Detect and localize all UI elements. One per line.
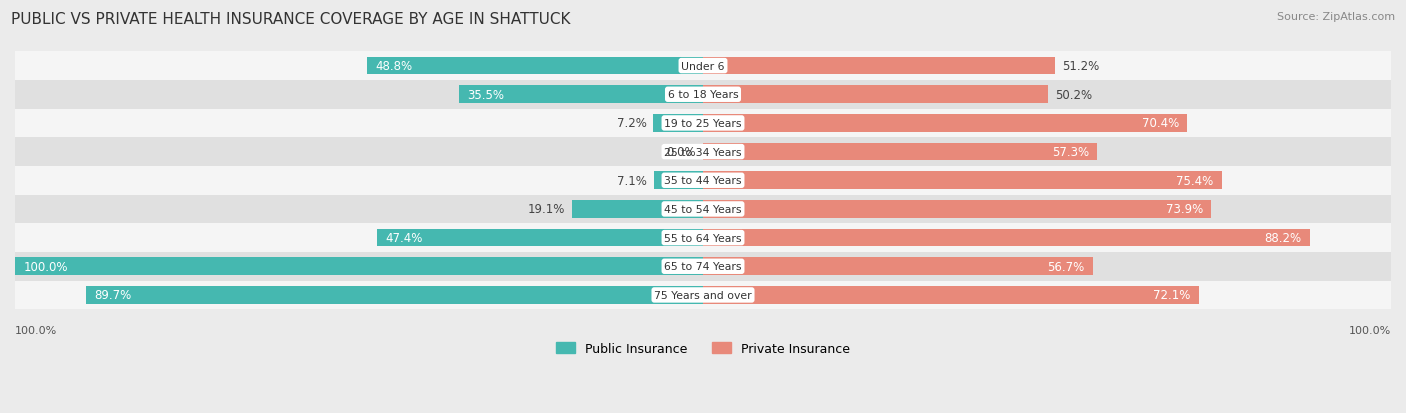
Bar (703, 172, 1222, 190)
Bar (703, 86, 1049, 104)
Text: 7.2%: 7.2% (617, 117, 647, 130)
Bar (703, 143, 1097, 161)
Bar (15, 281, 1391, 309)
Text: 70.4%: 70.4% (1142, 117, 1180, 130)
Text: 50.2%: 50.2% (1056, 88, 1092, 102)
Text: 73.9%: 73.9% (1166, 203, 1204, 216)
Text: Under 6: Under 6 (682, 62, 724, 71)
Bar (15, 138, 1391, 166)
Bar (15, 109, 1391, 138)
Text: 55 to 64 Years: 55 to 64 Years (664, 233, 742, 243)
Text: 35.5%: 35.5% (467, 88, 503, 102)
Bar (703, 201, 1212, 218)
Legend: Public Insurance, Private Insurance: Public Insurance, Private Insurance (551, 337, 855, 360)
Text: Source: ZipAtlas.com: Source: ZipAtlas.com (1277, 12, 1395, 22)
Bar (703, 57, 1056, 75)
Bar (572, 201, 703, 218)
Bar (15, 166, 1391, 195)
Text: 100.0%: 100.0% (24, 260, 67, 273)
Bar (15, 258, 703, 275)
Text: 75 Years and over: 75 Years and over (654, 290, 752, 300)
Text: 56.7%: 56.7% (1047, 260, 1085, 273)
Bar (15, 224, 1391, 252)
Bar (703, 229, 1310, 247)
Text: 100.0%: 100.0% (1348, 325, 1391, 335)
Bar (15, 195, 1391, 224)
Text: 100.0%: 100.0% (15, 325, 58, 335)
Bar (367, 57, 703, 75)
Text: 6 to 18 Years: 6 to 18 Years (668, 90, 738, 100)
Bar (703, 286, 1199, 304)
Text: 35 to 44 Years: 35 to 44 Years (664, 176, 742, 186)
Text: 7.1%: 7.1% (617, 174, 647, 188)
Bar (15, 52, 1391, 81)
Text: PUBLIC VS PRIVATE HEALTH INSURANCE COVERAGE BY AGE IN SHATTUCK: PUBLIC VS PRIVATE HEALTH INSURANCE COVER… (11, 12, 571, 27)
Bar (458, 86, 703, 104)
Text: 89.7%: 89.7% (94, 289, 131, 302)
Bar (86, 286, 703, 304)
Bar (703, 258, 1092, 275)
Text: 47.4%: 47.4% (385, 232, 423, 244)
Text: 51.2%: 51.2% (1062, 60, 1099, 73)
Bar (15, 81, 1391, 109)
Text: 65 to 74 Years: 65 to 74 Years (664, 262, 742, 272)
Text: 72.1%: 72.1% (1153, 289, 1191, 302)
Bar (703, 115, 1187, 133)
Text: 88.2%: 88.2% (1264, 232, 1302, 244)
Text: 57.3%: 57.3% (1052, 146, 1090, 159)
Text: 19 to 25 Years: 19 to 25 Years (664, 119, 742, 128)
Text: 48.8%: 48.8% (375, 60, 412, 73)
Bar (377, 229, 703, 247)
Text: 45 to 54 Years: 45 to 54 Years (664, 204, 742, 214)
Text: 0.0%: 0.0% (666, 146, 696, 159)
Text: 75.4%: 75.4% (1177, 174, 1213, 188)
Bar (15, 252, 1391, 281)
Bar (654, 172, 703, 190)
Text: 25 to 34 Years: 25 to 34 Years (664, 147, 742, 157)
Bar (654, 115, 703, 133)
Text: 19.1%: 19.1% (527, 203, 565, 216)
